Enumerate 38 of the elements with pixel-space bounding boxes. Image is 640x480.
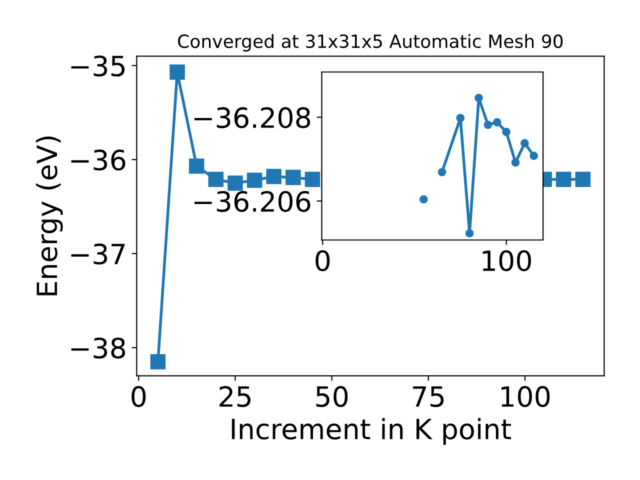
point [502, 128, 510, 136]
y-tick-label: −37 [71, 244, 125, 265]
point [474, 94, 483, 102]
y-axis-title: Energy (eV) [36, 136, 63, 296]
point [188, 158, 204, 174]
point [208, 172, 224, 187]
chart-title: Converged at 31x31x5 Automatic Mesh 90 [178, 34, 563, 52]
x-tick-label: 50 [316, 386, 348, 408]
point [530, 152, 538, 160]
point [246, 172, 262, 188]
point [419, 195, 428, 204]
x-tick-label: 100 [502, 386, 550, 408]
x-tick-label: 100 [482, 250, 531, 272]
point [556, 172, 572, 187]
point [304, 172, 320, 187]
point [492, 118, 502, 126]
point [170, 64, 185, 80]
point [484, 120, 492, 129]
point [150, 354, 166, 370]
x-axis-title: Increment in K point [232, 418, 512, 445]
point [286, 170, 301, 186]
point [228, 175, 243, 191]
y-tick-label: −35 [71, 56, 125, 77]
point [438, 168, 446, 176]
point [511, 158, 520, 167]
y-tick-label: −36 [71, 150, 126, 171]
y-tick-label: −38 [71, 338, 126, 359]
point [465, 229, 474, 238]
point [520, 139, 529, 148]
point [456, 114, 465, 122]
x-tick-label: 25 [220, 386, 250, 408]
point [575, 172, 591, 187]
x-tick-label: 75 [412, 386, 444, 408]
y-tick-label: −36.206 [194, 190, 310, 212]
x-tick-label: 0 [132, 386, 146, 408]
x-tick-label: 0 [316, 250, 330, 272]
point [266, 168, 282, 184]
y-tick-label: −36.208 [194, 107, 310, 128]
